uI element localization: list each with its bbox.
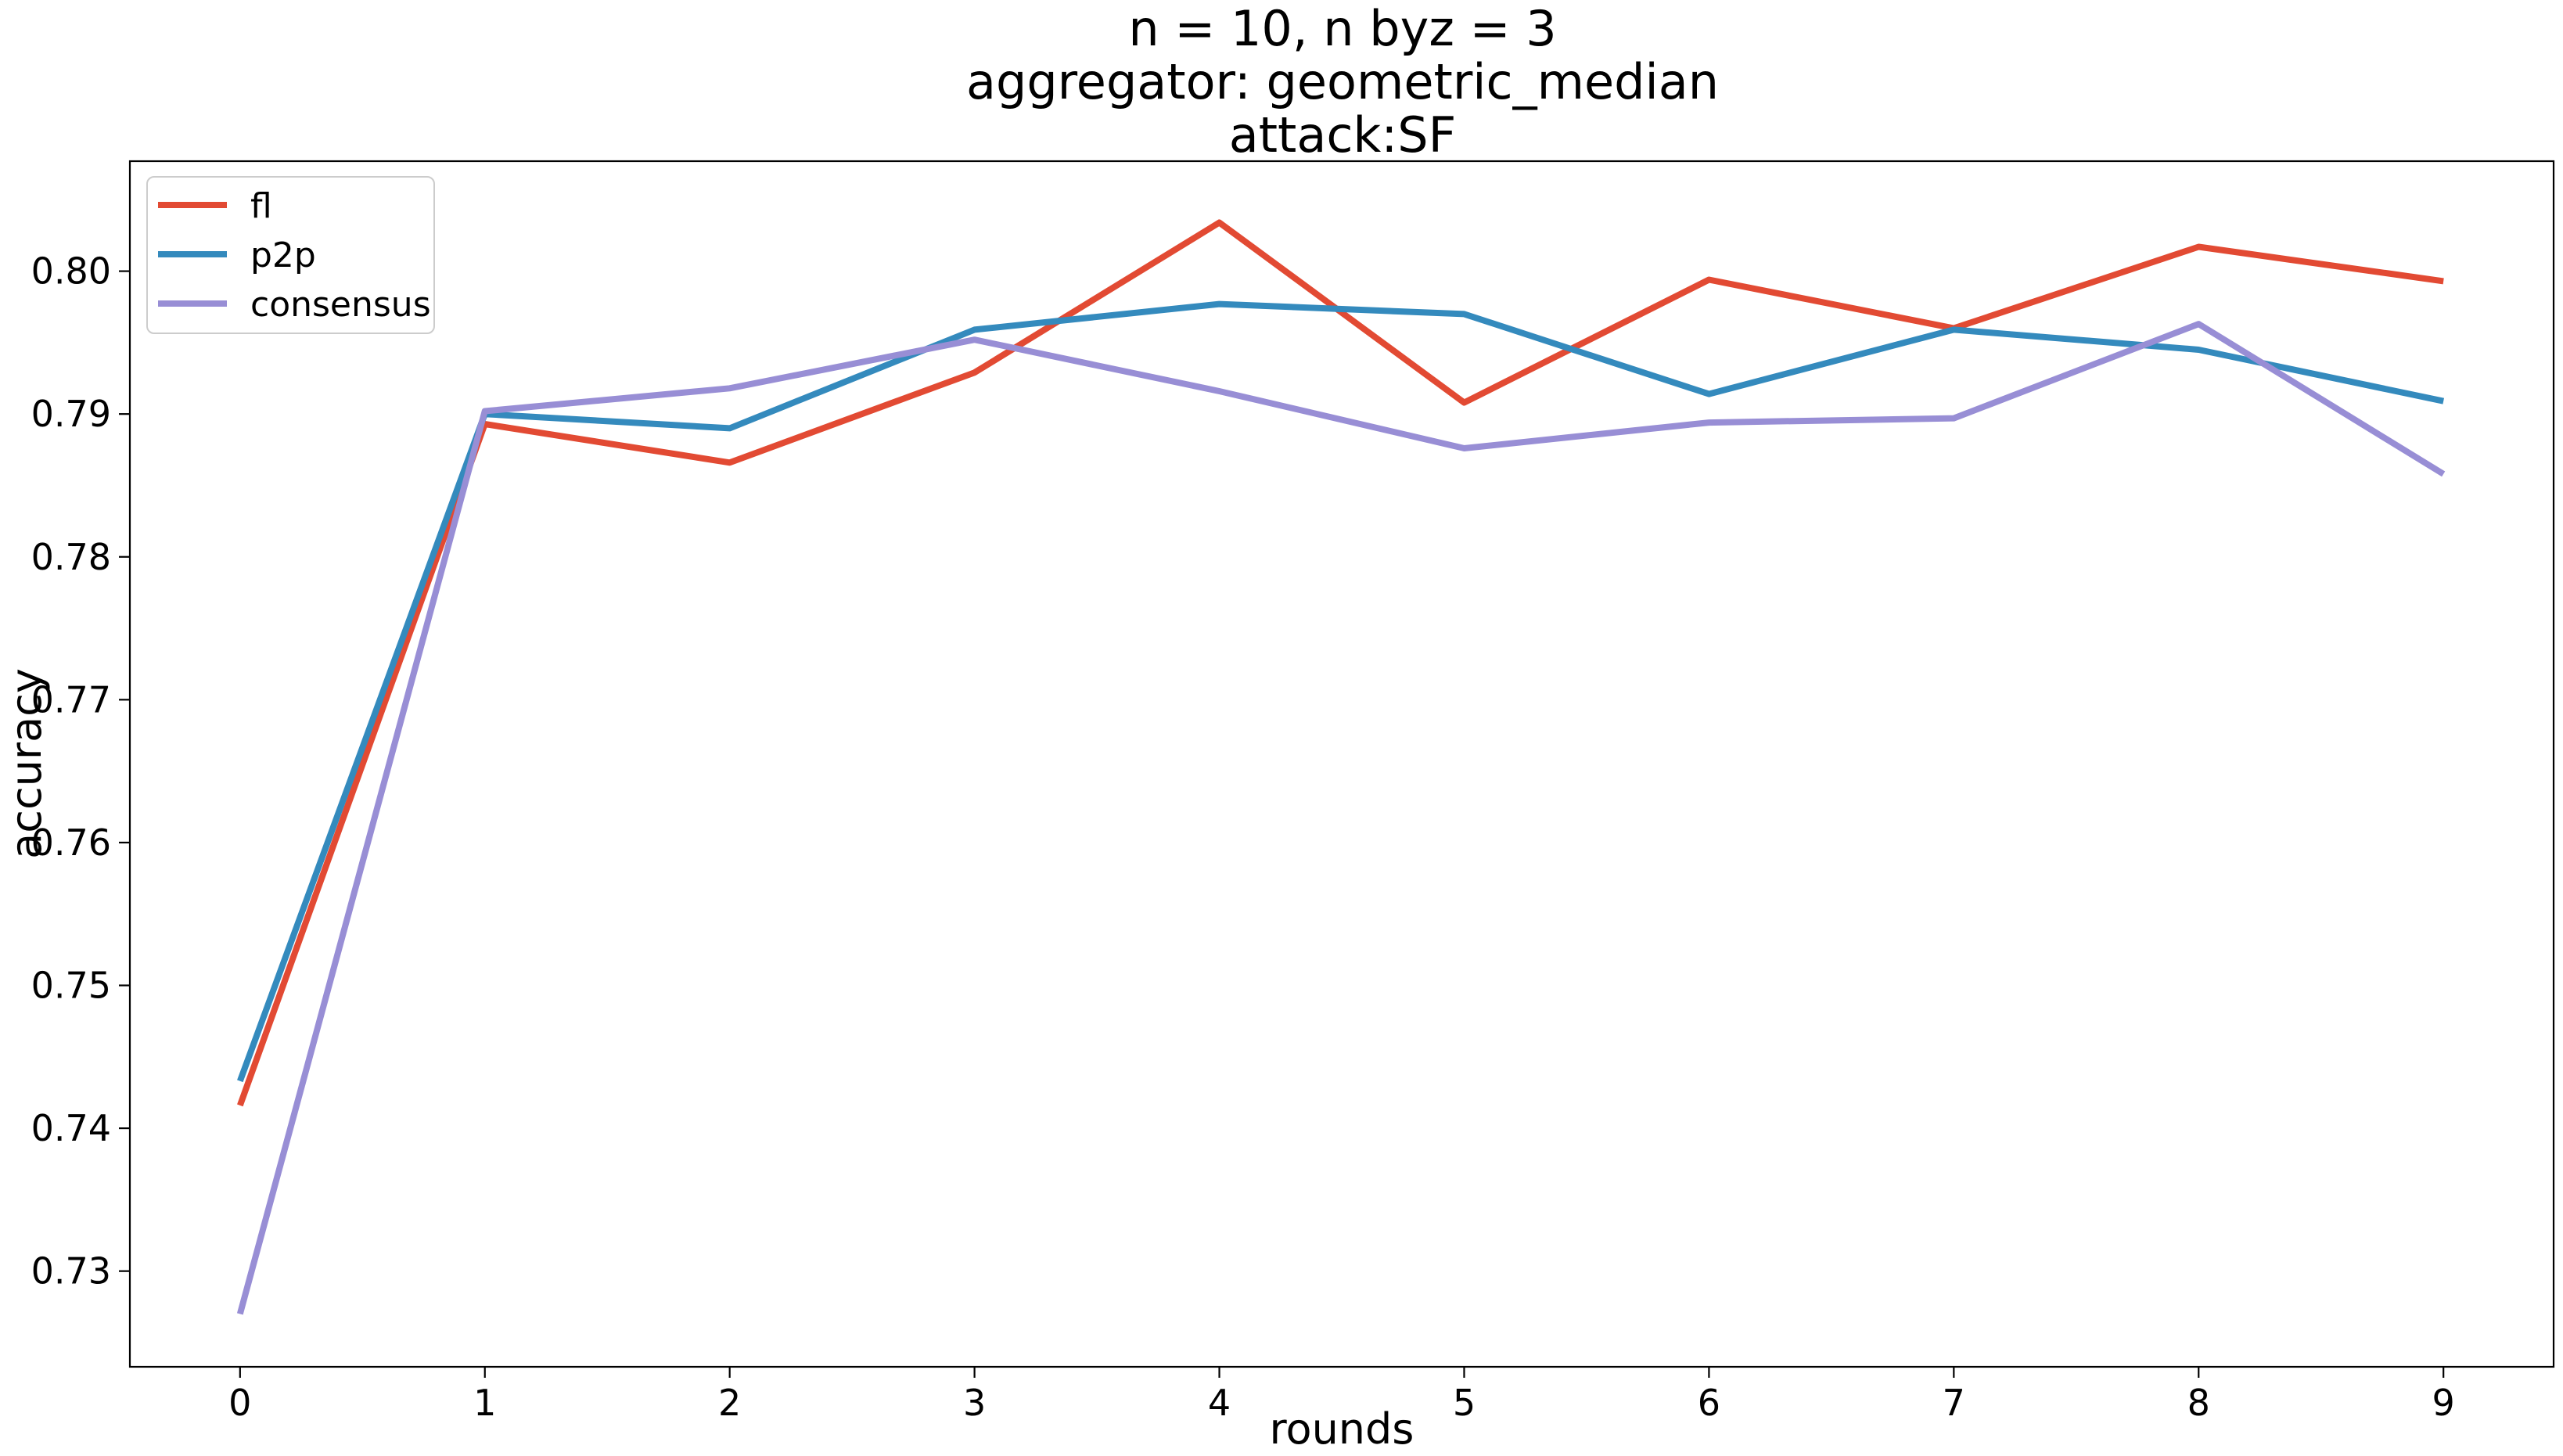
chart-title: n = 10, n byz = 3 aggregator: geometric_…	[966, 0, 1719, 164]
x-tick-label: 0	[228, 1382, 251, 1424]
x-axis-ticks: 0 1 2 3 4 5 6 7 8 9	[228, 1367, 2455, 1424]
x-tick-label: 8	[2187, 1382, 2210, 1424]
series-line-consensus	[236, 321, 2446, 1315]
legend-box	[146, 176, 435, 334]
title-line-1: n = 10, n byz = 3	[1128, 0, 1556, 57]
y-tick-label: 0.77	[31, 678, 111, 721]
y-tick-label: 0.79	[31, 393, 111, 435]
y-tick-label: 0.80	[31, 250, 111, 293]
series-line-fl	[237, 219, 2444, 1107]
x-axis-label: rounds	[1270, 1404, 1415, 1454]
y-axis-ticks: 0.73 0.74 0.75 0.76 0.77 0.78 0.79 0.80	[31, 250, 130, 1292]
x-tick-label: 5	[1453, 1382, 1476, 1424]
x-tick-label: 9	[2432, 1382, 2455, 1424]
series-line-p2p	[237, 300, 2445, 1083]
y-tick-label: 0.76	[31, 821, 111, 864]
x-tick-label: 2	[718, 1382, 741, 1424]
x-tick-label: 1	[473, 1382, 496, 1424]
x-tick-label: 6	[1698, 1382, 1720, 1424]
legend-label-p2p: p2p	[250, 235, 316, 275]
legend: fl p2p consensus	[146, 176, 435, 334]
title-line-2: aggregator: geometric_median	[966, 53, 1719, 110]
title-line-3: attack:SF	[1229, 106, 1457, 164]
y-tick-label: 0.75	[31, 965, 111, 1007]
y-tick-label: 0.74	[31, 1107, 111, 1149]
y-tick-label: 0.78	[31, 536, 111, 578]
series-lines	[236, 219, 2446, 1315]
x-tick-label: 7	[1943, 1382, 1965, 1424]
legend-label-fl: fl	[250, 186, 272, 226]
x-tick-label: 3	[963, 1382, 986, 1424]
x-tick-label: 4	[1208, 1382, 1231, 1424]
plot-area-frame	[128, 160, 2555, 1368]
y-axis-label: accuracy	[2, 668, 51, 859]
y-tick-label: 0.73	[31, 1250, 111, 1292]
legend-label-consensus: consensus	[250, 285, 431, 325]
